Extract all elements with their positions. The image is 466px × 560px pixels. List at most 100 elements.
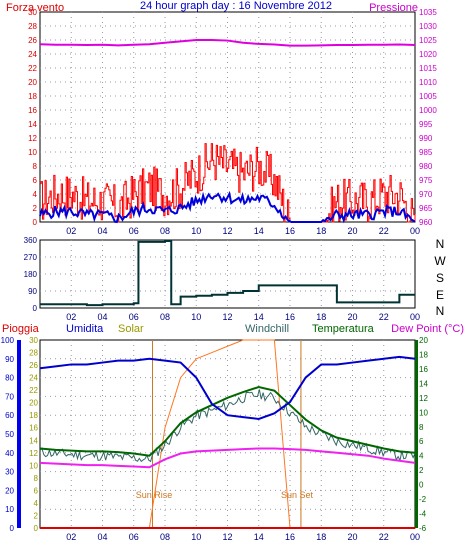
- humidity-y-tick: 80: [5, 374, 14, 383]
- weather-panel-x-tick: 10: [191, 532, 201, 542]
- temperature-y-tick: -6: [419, 524, 427, 533]
- wind-panel-x-tick: 18: [316, 226, 326, 236]
- wind-panel-x-tick: 12: [222, 226, 232, 236]
- compass-n-bottom: N: [436, 304, 445, 318]
- weather-panel-x-tick: 16: [285, 532, 295, 542]
- temperature-y-tick: -2: [419, 495, 427, 504]
- humidity-y-tick: 60: [5, 411, 14, 420]
- windchill-series: [39, 389, 416, 463]
- wind-panel-x-tick: 20: [347, 226, 357, 236]
- windchill-label: Windchill: [245, 323, 289, 335]
- wind-y-tick: 6: [33, 176, 38, 185]
- direction-panel-x-tick: 12: [222, 312, 232, 322]
- sunrise-annotation: Sun Rise: [136, 490, 173, 500]
- wind-y-tick: 24: [28, 50, 37, 59]
- dewpoint-label: Dew Point (°C): [391, 323, 464, 335]
- solar-y-tick: 22: [29, 386, 38, 395]
- wind-panel-x-tick: 08: [160, 226, 170, 236]
- compass-w: W: [434, 254, 446, 268]
- wind-y-tick: 14: [28, 120, 37, 129]
- direction-panel-x-tick: 18: [316, 312, 326, 322]
- direction-panel-x-tick: 02: [66, 312, 76, 322]
- solar-y-tick: 20: [29, 399, 38, 408]
- direction-panel-x-tick: 22: [379, 312, 389, 322]
- wind-panel-x-tick: 06: [129, 226, 139, 236]
- temperature-y-tick: 0: [419, 481, 424, 490]
- temperature-y-tick: 18: [419, 350, 428, 359]
- temperature-series: [39, 385, 416, 457]
- wind-panel-x-tick: 02: [66, 226, 76, 236]
- solar-y-tick: 24: [29, 374, 38, 383]
- direction-panel-x-tick: 04: [97, 312, 107, 322]
- temperature-y-tick: 4: [419, 452, 424, 461]
- solar-y-tick: 26: [29, 361, 38, 370]
- wind-axis-label: Forza vento: [6, 2, 64, 14]
- weather-panel-x-tick: 00: [410, 532, 420, 542]
- wind-y-tick: 20: [28, 78, 37, 87]
- rain-label: Pioggia: [2, 323, 40, 335]
- wind-panel-x-tick: 00: [410, 226, 420, 236]
- pressure-y-tick: 1020: [419, 50, 437, 59]
- solar-y-tick: 30: [29, 336, 38, 345]
- solar-label: Solar: [118, 323, 144, 335]
- solar-y-tick: 16: [29, 424, 38, 433]
- direction-panel-x-tick: 14: [254, 312, 264, 322]
- temperature-y-tick: 20: [419, 336, 428, 345]
- wind-gust-series: [40, 143, 416, 223]
- wind-direction-series: [40, 239, 415, 307]
- pressure-y-tick: 995: [419, 120, 433, 129]
- solar-y-tick: 0: [34, 524, 39, 533]
- solar-y-tick: 12: [29, 449, 38, 458]
- pressure-y-tick: 990: [419, 134, 433, 143]
- direction-y-tick: 270: [24, 253, 38, 262]
- humidity-label: Umidita: [66, 323, 104, 335]
- wind-panel-x-tick: 16: [285, 226, 295, 236]
- compass-n-top: N: [436, 237, 445, 251]
- wind-y-tick: 16: [28, 106, 37, 115]
- pressure-y-tick: 960: [419, 218, 433, 227]
- weather-panel-x-tick: 12: [222, 532, 232, 542]
- humidity-y-tick: 10: [5, 505, 14, 514]
- temperature-y-tick: 12: [419, 394, 428, 403]
- humidity-axis-bar: [17, 340, 21, 528]
- pressure-axis-label: Pressione: [369, 2, 418, 14]
- humidity-y-tick: 90: [5, 355, 14, 364]
- pressure-series: [39, 39, 416, 47]
- pressure-y-tick: 1000: [419, 106, 437, 115]
- wind-y-tick: 8: [33, 162, 38, 171]
- wind-panel-x-tick: 22: [379, 226, 389, 236]
- solar-y-tick: 14: [29, 436, 38, 445]
- wind-y-tick: 10: [28, 148, 37, 157]
- direction-panel-x-tick: 00: [410, 312, 420, 322]
- weather-panel-frame: [39, 339, 416, 529]
- pressure-y-tick: 1035: [419, 8, 437, 17]
- wind-y-tick: 26: [28, 36, 37, 45]
- wind-panel-x-tick: 14: [254, 226, 264, 236]
- temperature-y-tick: 8: [419, 423, 424, 432]
- temperature-y-tick: 6: [419, 437, 424, 446]
- humidity-y-tick: 70: [5, 392, 14, 401]
- direction-panel-x-tick: 06: [129, 312, 139, 322]
- weather-panel-x-tick: 08: [160, 532, 170, 542]
- pressure-y-tick: 1030: [419, 22, 437, 31]
- temperature-y-tick: 14: [419, 379, 428, 388]
- temperature-y-tick: -4: [419, 510, 427, 519]
- solar-y-tick: 4: [34, 499, 39, 508]
- pressure-y-tick: 965: [419, 204, 433, 213]
- wind-panel-x-tick: 04: [97, 226, 107, 236]
- direction-panel-x-tick: 08: [160, 312, 170, 322]
- weather-panel-x-tick: 06: [129, 532, 139, 542]
- temperature-y-tick: 2: [419, 466, 424, 475]
- direction-y-tick: 0: [33, 304, 38, 313]
- wind-panel-x-tick: 10: [191, 226, 201, 236]
- humidity-y-tick: 100: [1, 336, 15, 345]
- pressure-y-tick: 1025: [419, 36, 437, 45]
- compass-s: S: [436, 271, 444, 285]
- solar-y-tick: 2: [34, 511, 39, 520]
- pressure-y-tick: 970: [419, 190, 433, 199]
- pressure-y-tick: 1015: [419, 64, 437, 73]
- solar-y-tick: 6: [34, 486, 39, 495]
- weather-panel-x-tick: 04: [97, 532, 107, 542]
